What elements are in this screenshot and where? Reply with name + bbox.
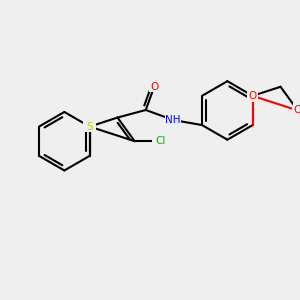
Text: O: O <box>249 91 257 101</box>
Text: O: O <box>294 105 300 116</box>
FancyBboxPatch shape <box>149 81 160 92</box>
Text: S: S <box>86 122 93 132</box>
FancyBboxPatch shape <box>83 121 96 132</box>
Text: NH: NH <box>166 115 181 125</box>
Text: Cl: Cl <box>156 136 166 146</box>
FancyBboxPatch shape <box>248 90 258 102</box>
Text: O: O <box>150 82 158 92</box>
FancyBboxPatch shape <box>165 114 181 126</box>
FancyBboxPatch shape <box>152 135 170 147</box>
FancyBboxPatch shape <box>292 105 300 116</box>
